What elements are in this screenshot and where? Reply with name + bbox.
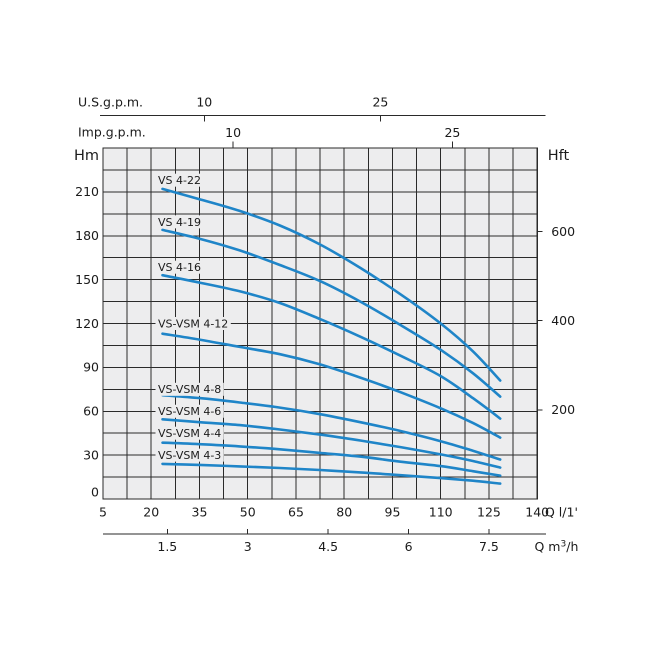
q-l-tick-label: 140 [525,505,549,520]
y-left-tick-label: 30 [83,447,99,462]
m3h-tick-label: 7.5 [479,539,499,554]
curve-label-bg [155,173,204,187]
curve-vs-4-19 [161,228,502,398]
curve-label-vs-vsm-4-6: VS-VSM 4-6 [158,405,221,418]
q-l-tick-label: 20 [143,505,159,520]
q-l-tick-label: 5 [99,505,107,520]
y-left-tick-label: 60 [83,404,99,419]
curve-label-vs-4-16: VS 4-16 [158,261,201,274]
curve-label-bg [155,382,224,396]
curve-vs-vsm-4-4 [161,441,502,477]
q-l-tick-label: 95 [385,505,401,520]
usgpm-tick-label: 10 [196,95,212,110]
q-l-tick-label: 65 [288,505,304,520]
q-l-tick-label: 35 [192,505,208,520]
curve-vs-vsm-4-12 [161,332,502,439]
curve-vs-4-22 [161,187,502,382]
curve-label-bg [155,404,224,418]
curve-label-vs-4-22: VS 4-22 [158,174,201,187]
q-l-axis-title: Q l/1' [545,505,578,520]
curve-label-bg [155,215,204,229]
curve-vs-vsm-4-8 [161,393,502,461]
q-l-tick-label: 80 [336,505,352,520]
impgpm-tick-label: 25 [444,125,460,140]
y-left-tick-label: 90 [83,360,99,375]
curve-label-bg [155,448,224,462]
curve-vs-4-16 [161,273,502,420]
curve-label-vs-vsm-4-3: VS-VSM 4-3 [158,449,221,462]
curve-vs-vsm-4-3 [161,462,502,485]
curve-label-vs-vsm-4-8: VS-VSM 4-8 [158,383,221,396]
hft-tick-label: 400 [551,313,575,328]
curve-label-vs-vsm-4-12: VS-VSM 4-12 [158,317,228,330]
hft-tick-label: 600 [551,224,575,239]
curve-label-bg [155,317,231,330]
curve-vs-vsm-4-6 [161,418,502,469]
usgpm-axis-title: U.S.g.p.m. [78,95,143,110]
y-left-tick-label: 180 [75,228,99,243]
curve-label-vs-vsm-4-4: VS-VSM 4-4 [158,427,221,440]
m3h-tick-label: 6 [405,539,413,554]
impgpm-tick-label: 10 [225,125,241,140]
curves [161,187,502,485]
q-l-tick-label: 110 [429,505,453,520]
hft-tick-label: 200 [551,402,575,417]
q-l-tick-label: 125 [477,505,501,520]
y-left-tick-label: 150 [75,272,99,287]
plot-border [102,147,538,500]
q-l-tick-label: 50 [240,505,256,520]
curve-label-bg [155,426,224,440]
y-left-tick-label: 210 [75,184,99,199]
m3h-tick-label: 3 [244,539,252,554]
curve-label-bg [155,260,204,274]
curve-label-vs-4-19: VS 4-19 [158,216,201,229]
y-left-axis-title: Hm [74,148,99,164]
y-right-axis-title: Hft [548,148,570,164]
m3h-axis-title: Q m3/h [535,539,579,554]
m3h-tick-label: 4.5 [318,539,338,554]
usgpm-tick-label: 25 [372,95,388,110]
y-left-tick-label: 120 [75,316,99,331]
y-left-tick-label: 0 [91,485,99,500]
impgpm-axis-title: Imp.g.p.m. [78,125,146,140]
m3h-tick-label: 1.5 [157,539,177,554]
